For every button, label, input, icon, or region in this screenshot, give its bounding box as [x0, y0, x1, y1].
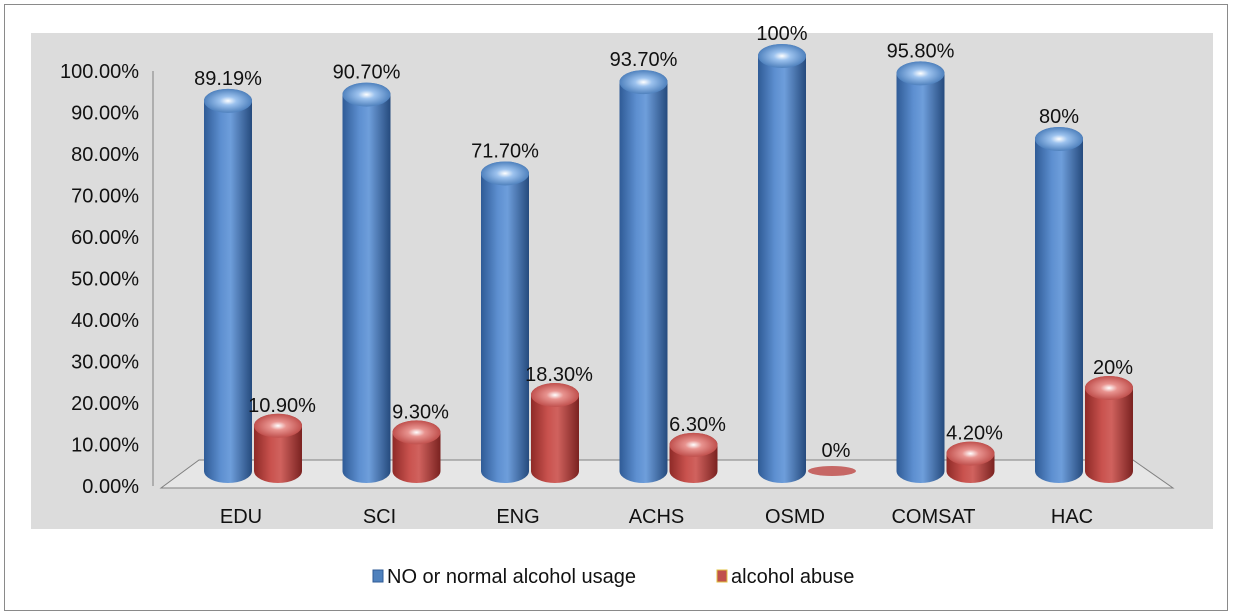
- bars: 89.19% 10.90% 90.70% 9.30% 71.70% 18.30% 93.70…: [194, 23, 1133, 484]
- bar-body: [1085, 376, 1133, 483]
- y-tick-label: 0.00%: [82, 476, 139, 498]
- x-tick-label: HAC: [1051, 506, 1093, 528]
- bar-abuse-comsat: 4.20%: [946, 423, 1003, 484]
- data-label: 90.70%: [333, 62, 401, 84]
- bar-body: [342, 82, 391, 484]
- bar-normal-edu: 89.19%: [194, 68, 262, 483]
- bar-top: [1035, 127, 1083, 151]
- x-tick-label: ENG: [496, 506, 539, 528]
- y-axis: 0.00% 10.00% 20.00% 30.00% 40.00% 50.00% 60.00…: [60, 61, 154, 498]
- bar-top: [896, 61, 945, 86]
- bar-body: [1035, 127, 1083, 483]
- bar-body: [481, 161, 529, 483]
- bar-body: [204, 88, 252, 483]
- legend-swatch: [372, 569, 384, 583]
- data-label: 9.30%: [392, 401, 449, 423]
- bar-top: [946, 441, 995, 466]
- bar-abuse-osmd: 0%: [808, 440, 856, 476]
- legend: NO or normal alcohol usage alcohol abuse: [372, 566, 854, 588]
- x-tick-label: EDU: [220, 506, 262, 528]
- data-label: 100%: [756, 23, 807, 45]
- data-label: 6.30%: [669, 414, 726, 436]
- bar-abuse-eng: 18.30%: [525, 364, 593, 483]
- bar-flat: [808, 466, 856, 476]
- legend-item-normal: NO or normal alcohol usage: [372, 566, 636, 588]
- bar-top: [531, 383, 579, 408]
- y-tick-label: 50.00%: [71, 269, 139, 291]
- y-tick-label: 70.00%: [71, 186, 139, 208]
- data-label: 10.90%: [248, 395, 316, 417]
- y-tick-label: 80.00%: [71, 144, 139, 166]
- bar-normal-comsat: 95.80%: [887, 40, 955, 484]
- bar-body: [619, 70, 668, 484]
- x-tick-label: OSMD: [765, 506, 825, 528]
- data-label: 0%: [822, 440, 851, 462]
- bar-body: [758, 44, 806, 483]
- bar-normal-osmd: 100%: [756, 23, 808, 483]
- bar-top: [669, 432, 718, 457]
- bar-body: [896, 61, 945, 484]
- data-label: 71.70%: [471, 140, 539, 162]
- chart-frame: 0.00% 10.00% 20.00% 30.00% 40.00% 50.00% 60.00…: [4, 4, 1228, 611]
- bar-abuse-sci: 9.30%: [392, 401, 449, 484]
- data-label: 4.20%: [946, 423, 1003, 445]
- bar-normal-eng: 71.70%: [471, 140, 539, 483]
- y-tick-label: 40.00%: [71, 310, 139, 332]
- x-axis: EDU SCI ENG ACHS OSMD COMSAT HAC: [220, 506, 1093, 528]
- bar-normal-achs: 93.70%: [610, 49, 678, 484]
- legend-label: NO or normal alcohol usage: [387, 566, 636, 588]
- y-tick-label: 100.00%: [60, 61, 139, 83]
- bar-top: [481, 161, 529, 186]
- bar-top: [254, 413, 302, 438]
- bar-normal-sci: 90.70%: [333, 62, 401, 484]
- bar-top: [758, 44, 806, 68]
- data-label: 20%: [1093, 357, 1133, 379]
- y-tick-label: 20.00%: [71, 393, 139, 415]
- data-label: 80%: [1039, 106, 1079, 128]
- legend-item-abuse: alcohol abuse: [716, 566, 854, 588]
- legend-swatch: [716, 569, 728, 583]
- bar-abuse-edu: 10.90%: [248, 395, 316, 483]
- bar-top: [342, 82, 391, 107]
- bar-abuse-achs: 6.30%: [669, 414, 726, 484]
- bar-abuse-hac: 20%: [1085, 357, 1133, 483]
- y-tick-label: 30.00%: [71, 352, 139, 374]
- bar-normal-hac: 80%: [1035, 106, 1083, 483]
- x-tick-label: ACHS: [629, 506, 685, 528]
- bar-top: [392, 420, 441, 445]
- data-label: 89.19%: [194, 68, 262, 90]
- chart-svg: 0.00% 10.00% 20.00% 30.00% 40.00% 50.00% 60.00…: [31, 23, 1213, 588]
- y-tick-label: 90.00%: [71, 103, 139, 125]
- data-label: 18.30%: [525, 364, 593, 386]
- y-tick-label: 10.00%: [71, 435, 139, 457]
- y-tick-label: 60.00%: [71, 227, 139, 249]
- x-tick-label: COMSAT: [891, 506, 975, 528]
- bar-body: [531, 383, 579, 483]
- bar-top: [1085, 376, 1133, 400]
- bar-top: [619, 70, 668, 95]
- data-label: 95.80%: [887, 40, 955, 62]
- x-tick-label: SCI: [363, 506, 396, 528]
- legend-label: alcohol abuse: [731, 566, 854, 588]
- bar-top: [204, 88, 252, 113]
- data-label: 93.70%: [610, 49, 678, 71]
